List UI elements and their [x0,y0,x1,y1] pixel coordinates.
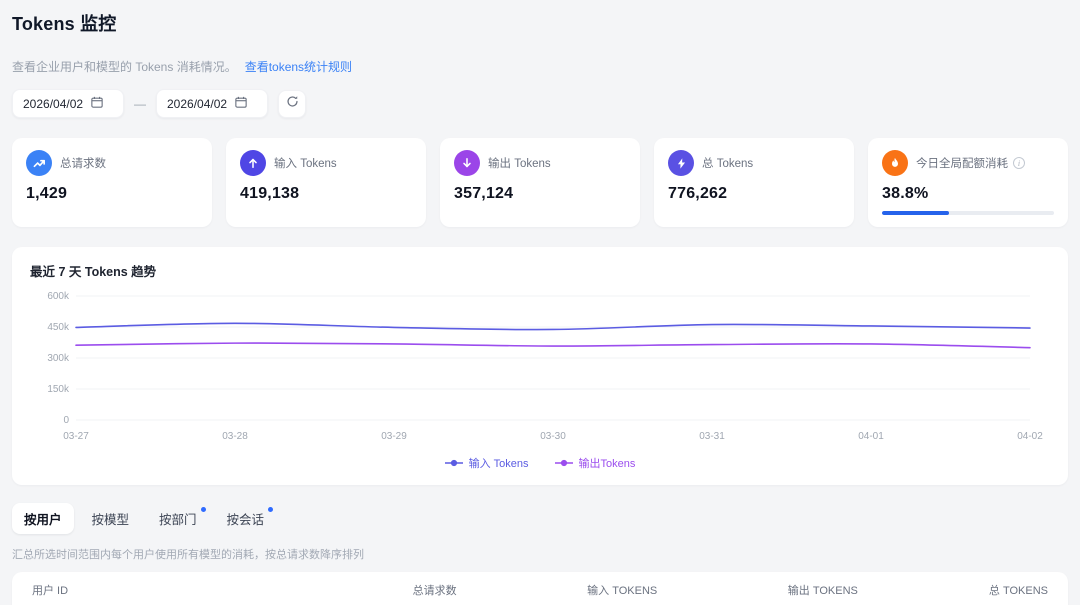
svg-text:03-29: 03-29 [381,431,407,442]
refresh-icon [286,95,299,113]
arrow-down-icon [454,150,480,176]
arrow-up-icon [240,150,266,176]
trend-chart-card: 最近 7 天 Tokens 趋势 600k 450k 300k 150k 0 03-27 0… [12,247,1068,485]
trend-chart-svg: 600k 450k 300k 150k 0 03-27 03-28 03-29 03-30 03-… [47,291,1043,442]
trend-up-icon [26,150,52,176]
svg-text:04-01: 04-01 [858,431,884,442]
bolt-icon [668,150,694,176]
svg-text:300k: 300k [47,353,70,364]
stat-value: 419,138 [240,185,300,202]
stat-value: 38.8% [882,185,929,202]
stat-card-requests: 总请求数 1,429 [12,138,212,227]
tab-label: 按部门 [159,513,197,527]
calendar-icon[interactable] [235,96,247,111]
col-header-requests: 总请求数 [349,572,477,605]
stat-cards-row: 总请求数 1,429 输入 Tokens 419,138 输出 Tokens 3… [12,138,1068,227]
legend-item-output[interactable]: 输出Tokens [554,455,636,471]
flame-icon [882,150,908,176]
stat-value: 1,429 [26,185,68,202]
date-start-input[interactable]: 2026/04/02 [12,89,124,118]
tab-label: 按模型 [91,513,130,527]
stat-label: 总 Tokens [702,158,754,170]
svg-text:03-30: 03-30 [540,431,566,442]
svg-text:450k: 450k [47,322,70,333]
date-range-separator: — [134,96,146,111]
stat-value: 357,124 [454,185,514,202]
legend-label: 输出Tokens [578,458,636,470]
usage-table: 用户 ID 总请求数 输入 TOKENS 输出 TOKENS 总 TOKENS … [12,572,1068,605]
legend-marker-icon [444,459,463,467]
stat-label: 输入 Tokens [274,158,337,170]
calendar-icon[interactable] [91,96,103,111]
stat-card-input-tokens: 输入 Tokens 419,138 [226,138,426,227]
chart-title: 最近 7 天 Tokens 趋势 [30,265,157,279]
table-description: 汇总所选时间范围内每个用户使用所有模型的消耗，按总请求数降序排列 [12,549,364,561]
table-header-row: 用户 ID 总请求数 输入 TOKENS 输出 TOKENS 总 TOKENS [12,572,1068,605]
tab-by-model[interactable]: 按模型 [80,503,142,534]
svg-text:0: 0 [63,415,69,426]
svg-text:03-28: 03-28 [222,431,248,442]
col-header-user-id: 用户 ID [12,572,350,605]
svg-text:150k: 150k [47,384,70,395]
page-title: Tokens 监控 [12,14,117,34]
col-header-output-tokens: 输出 TOKENS [677,572,878,605]
info-icon[interactable]: i [1013,157,1025,169]
svg-text:04-02: 04-02 [1017,431,1043,442]
breakdown-tabs: 按用户 按模型 按部门 按会话 [12,503,1068,534]
tab-by-session[interactable]: 按会话 [215,503,277,534]
col-header-input-tokens: 输入 TOKENS [476,572,678,605]
svg-text:600k: 600k [47,291,70,302]
usage-table-card: 用户 ID 总请求数 输入 TOKENS 输出 TOKENS 总 TOKENS … [12,572,1068,605]
stat-label-text: 今日全局配额消耗 [916,158,1008,170]
stat-card-quota: 今日全局配额消耗 i 38.8% [868,138,1068,227]
notification-dot [200,507,206,512]
stat-value: 776,262 [668,185,728,202]
stat-card-output-tokens: 输出 Tokens 357,124 [440,138,640,227]
stat-label: 今日全局配额消耗 i [916,155,1025,171]
date-end-value: 2026/04/02 [167,96,228,111]
refresh-button[interactable] [278,89,306,118]
tab-by-department[interactable]: 按部门 [147,503,209,534]
quota-progress-fill [882,211,949,215]
tab-label: 按会话 [226,513,265,527]
page-subtitle: 查看企业用户和模型的 Tokens 消耗情况。 [12,60,237,74]
legend-marker-icon [554,459,573,467]
quota-progress-track [882,211,1054,215]
notification-dot [268,507,274,512]
svg-text:03-31: 03-31 [699,431,725,442]
stat-card-total-tokens: 总 Tokens 776,262 [654,138,854,227]
token-rules-link[interactable]: 查看tokens统计规则 [244,60,353,74]
stat-label: 总请求数 [60,158,106,170]
svg-text:03-27: 03-27 [63,431,89,442]
date-end-input[interactable]: 2026/04/02 [156,89,268,118]
chart-legend: 输入 Tokens 输出Tokens [30,451,1050,475]
stat-label: 输出 Tokens [488,158,551,170]
legend-item-input[interactable]: 输入 Tokens [444,455,529,471]
tab-label: 按用户 [24,513,62,527]
col-header-total-tokens: 总 TOKENS [877,572,1068,605]
legend-label: 输入 Tokens [468,458,529,470]
tab-by-user[interactable]: 按用户 [12,503,74,534]
date-start-value: 2026/04/02 [23,96,84,111]
